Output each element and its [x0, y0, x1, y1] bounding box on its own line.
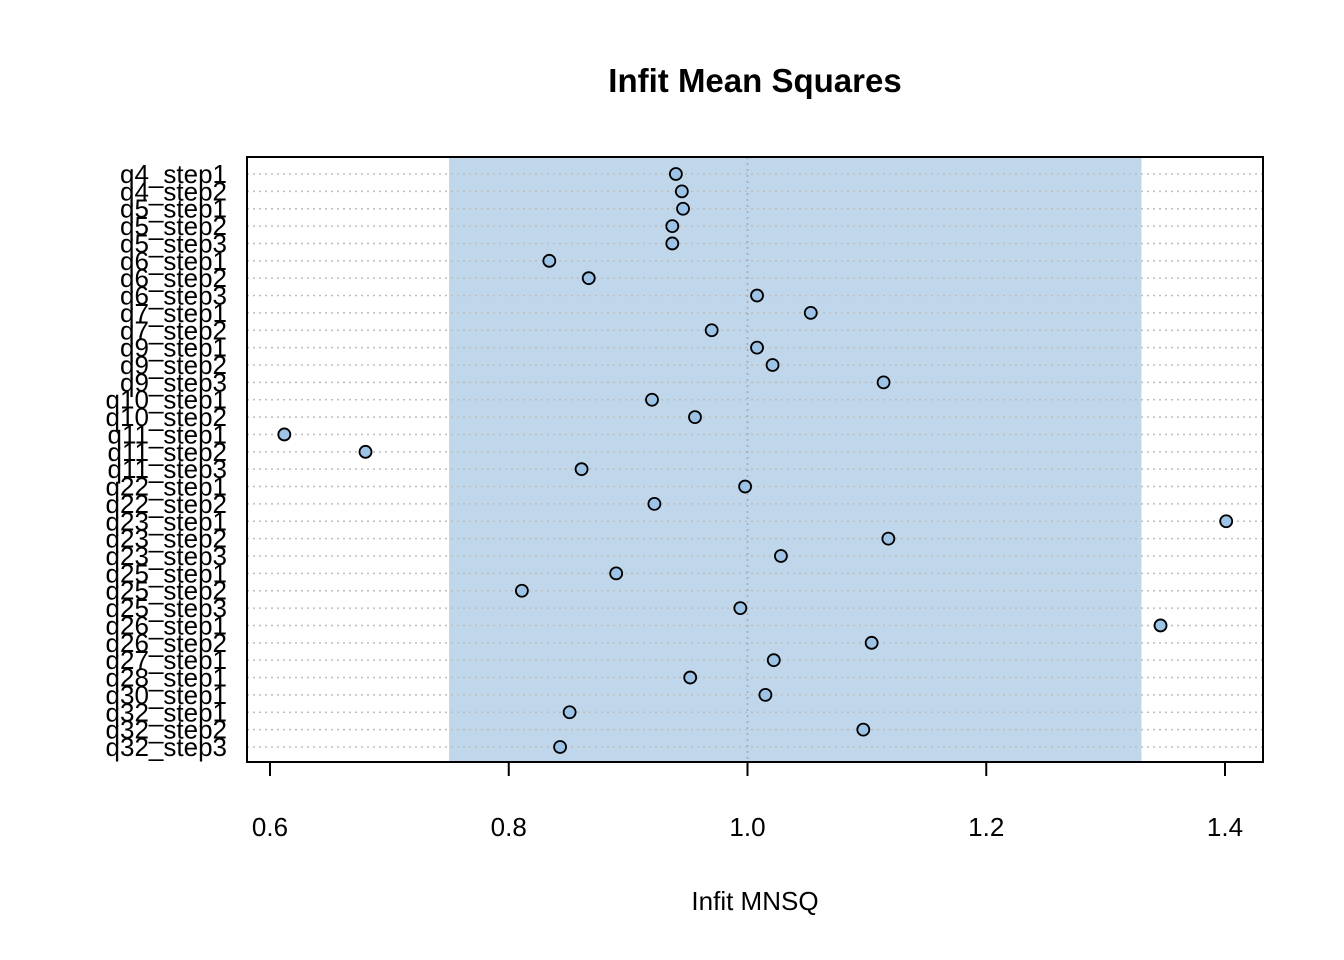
y-label-q6_step3: q6_step3 [120, 281, 227, 311]
point-q22_step1 [738, 479, 753, 494]
point-q25_step2 [514, 583, 529, 598]
point-q32_step1 [562, 705, 577, 720]
y-label-q6_step1: q6_step1 [120, 246, 227, 276]
y-label-q5_step3: q5_step3 [120, 228, 227, 258]
point-q11_step2 [358, 444, 373, 459]
point-q30_step1 [758, 688, 773, 702]
point-q25_step1 [609, 566, 624, 581]
x-axis-title: Infit MNSQ [691, 886, 818, 916]
acceptable-band [449, 157, 1142, 762]
point-q9_step3 [876, 375, 891, 390]
x-tick-label-1: 0.8 [491, 812, 527, 842]
y-label-q23_step1: q23_step1 [106, 506, 227, 536]
y-label-q11_step2: q11_step2 [107, 437, 227, 467]
y-label-q10_step2: q10_step2 [106, 402, 227, 432]
y-label-q9_step2: q9_step2 [120, 350, 227, 380]
y-label-q11_step1: q11_step1 [107, 419, 227, 449]
y-label-q9_step3: q9_step3 [120, 367, 227, 397]
point-q6_step3 [750, 288, 764, 303]
point-q7_step2 [704, 323, 719, 338]
point-q9_step1 [750, 340, 764, 355]
y-label-q26_step2: q26_step2 [106, 628, 227, 658]
point-q5_step3 [665, 236, 680, 251]
point-q32_step3 [553, 740, 567, 754]
point-q10_step2 [688, 410, 702, 424]
point-q23_step1 [1219, 514, 1234, 529]
y-label-q28_step1: q28_step1 [106, 663, 227, 693]
x-tick-label-4: 1.4 [1207, 812, 1243, 842]
point-q28_step1 [683, 670, 698, 685]
point-q22_step2 [647, 497, 662, 511]
y-label-q10_step1: q10_step1 [106, 385, 227, 415]
point-q27_step1 [766, 653, 781, 668]
y-label-q32_step3: q32_step3 [106, 732, 227, 762]
point-q6_step2 [581, 271, 596, 286]
point-q10_step1 [645, 392, 659, 407]
y-label-q30_step1: q30_step1 [106, 680, 227, 710]
y-label-q32_step2: q32_step2 [106, 715, 227, 745]
y-axis-labels: q4_step1q4_step2q5_step1q5_step2q5_step3… [106, 159, 227, 762]
y-label-q4_step1: q4_step1 [120, 159, 227, 189]
point-q32_step2 [856, 722, 871, 737]
y-label-q4_step2: q4_step2 [120, 176, 227, 206]
point-q26_step2 [864, 635, 879, 650]
y-label-q9_step1: q9_step1 [120, 333, 227, 363]
point-q23_step2 [881, 531, 896, 546]
x-tick-label-3: 1.2 [968, 812, 1004, 842]
chart-title: Infit Mean Squares [608, 62, 901, 99]
y-label-q22_step1: q22_step1 [106, 472, 227, 502]
point-q25_step3 [733, 601, 748, 615]
point-q26_step1 [1153, 618, 1168, 633]
point-q9_step2 [765, 358, 780, 372]
point-q6_step1 [542, 253, 557, 268]
y-label-q5_step1: q5_step1 [120, 194, 227, 224]
point-q5_step2 [665, 219, 680, 233]
y-label-q25_step1: q25_step1 [106, 558, 227, 588]
y-label-q27_step1: q27_step1 [106, 645, 227, 675]
y-label-q7_step1: q7_step1 [120, 298, 227, 328]
y-label-q5_step2: q5_step2 [120, 211, 227, 241]
point-q4_step2 [674, 184, 689, 199]
y-label-q32_step1: q32_step1 [106, 697, 227, 727]
y-label-q6_step2: q6_step2 [120, 263, 227, 293]
x-axis: 0.6 0.8 1.0 1.2 1.4 [252, 761, 1243, 842]
y-label-q25_step3: q25_step3 [106, 593, 227, 623]
point-q4_step1 [668, 167, 683, 181]
y-label-q23_step2: q23_step2 [106, 524, 227, 554]
y-label-q23_step3: q23_step3 [106, 541, 227, 571]
point-q5_step1 [676, 201, 690, 216]
point-q11_step1 [277, 427, 292, 442]
point-q11_step3 [574, 462, 589, 477]
x-tick-label-2: 1.0 [729, 812, 765, 842]
point-q23_step3 [774, 549, 788, 563]
y-label-q22_step2: q22_step2 [106, 489, 227, 519]
y-label-q25_step2: q25_step2 [106, 576, 227, 606]
y-label-q26_step1: q26_step1 [106, 610, 227, 640]
y-label-q11_step3: q11_step3 [107, 454, 227, 484]
point-q7_step1 [803, 306, 818, 320]
y-label-q7_step2: q7_step2 [120, 315, 227, 345]
x-tick-label-0: 0.6 [252, 812, 288, 842]
